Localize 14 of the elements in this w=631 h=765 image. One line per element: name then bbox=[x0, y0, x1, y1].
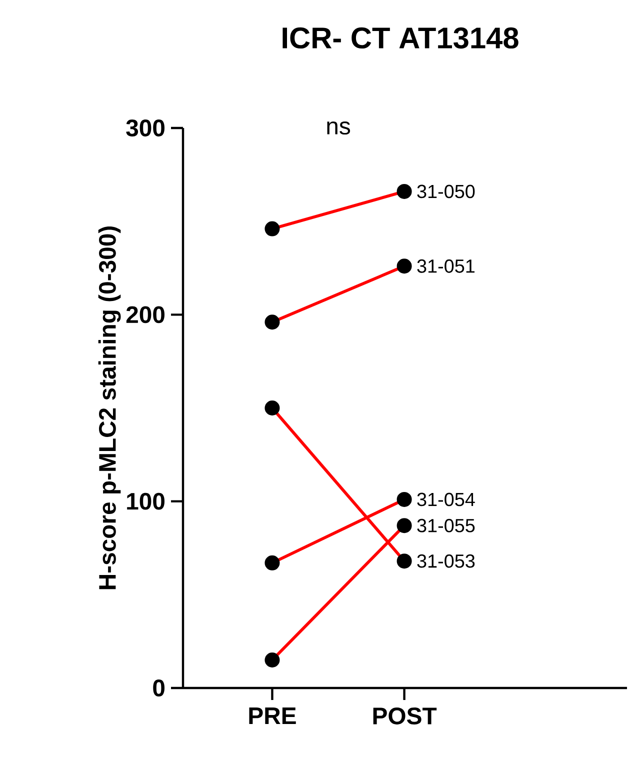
series-label: 31-053 bbox=[417, 554, 475, 568]
y-axis-title: H-score p-MLC2 staining (0-300) bbox=[98, 226, 121, 590]
y-tick-label: 300 bbox=[126, 120, 164, 136]
annotation: ns bbox=[327, 121, 350, 135]
series-label: 31-051 bbox=[417, 259, 474, 273]
series-label: 31-054 bbox=[417, 492, 475, 506]
x-tick-label: PRE bbox=[249, 708, 296, 724]
x-tick-label: POST bbox=[373, 708, 437, 724]
y-tick-label: 0 bbox=[153, 680, 164, 696]
series-label: 31-050 bbox=[417, 184, 475, 198]
chart-title: ICR- CT AT13148 bbox=[282, 27, 518, 49]
y-tick-label: 200 bbox=[126, 306, 164, 324]
y-tick-label: 100 bbox=[127, 492, 164, 510]
series-label: 31-055 bbox=[417, 518, 475, 532]
